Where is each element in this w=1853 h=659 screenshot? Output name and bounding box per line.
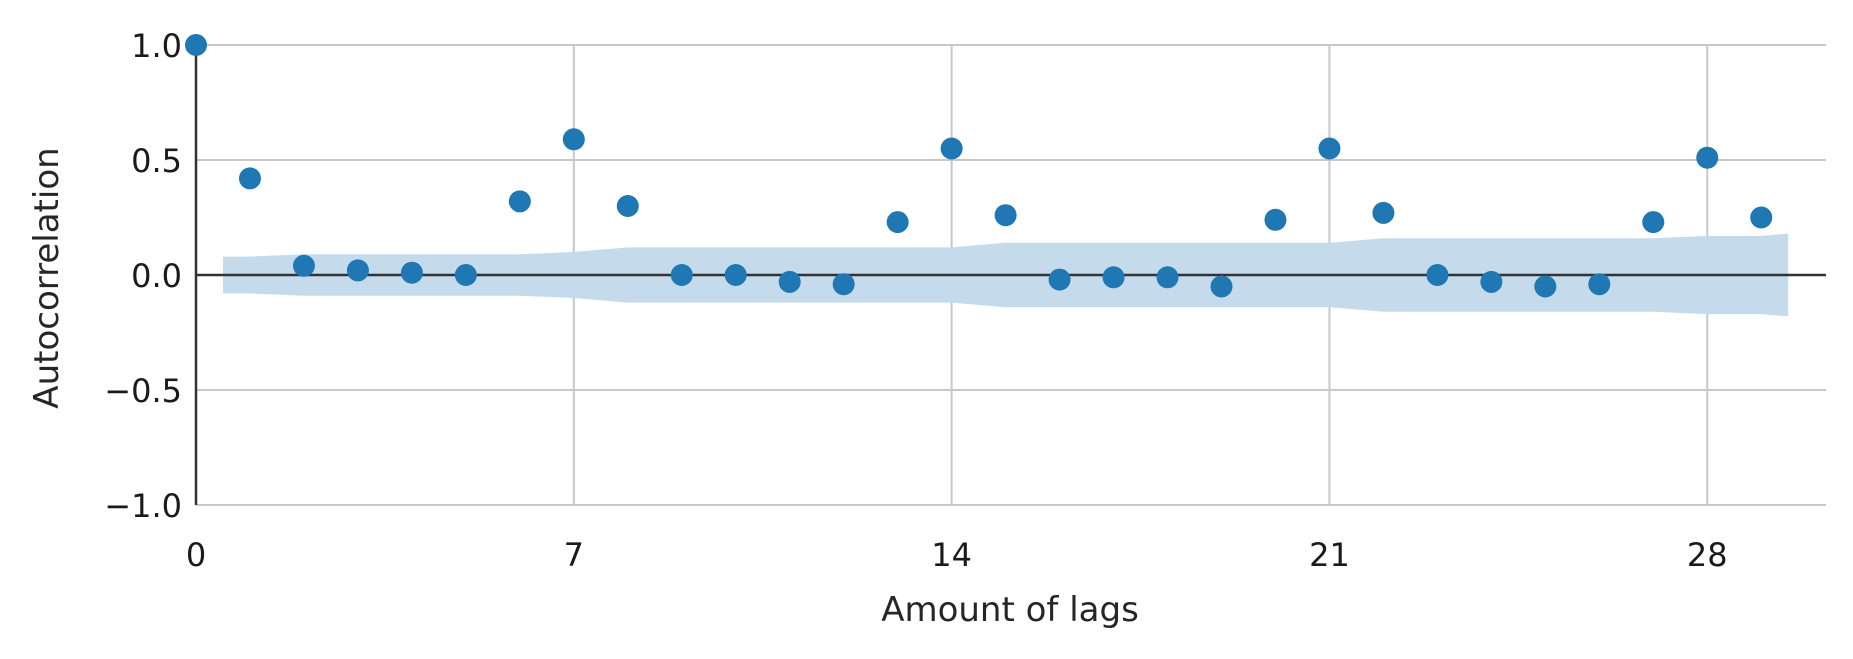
acf-point-lag-12 — [832, 273, 855, 296]
acf-point-lag-28 — [1696, 146, 1719, 169]
x-tick-label-2: 14 — [931, 536, 972, 574]
data-points — [185, 34, 1773, 298]
acf-point-lag-5 — [454, 264, 477, 286]
acf-point-lag-8 — [616, 195, 639, 217]
acf-point-lag-11 — [778, 270, 801, 293]
acf-point-lag-17 — [1102, 266, 1125, 289]
y-tick-label-1: −0.5 — [104, 372, 182, 410]
acf-point-lag-10 — [724, 264, 747, 286]
acf-point-lag-18 — [1156, 266, 1179, 289]
y-tick-label-2: 0.0 — [131, 257, 182, 295]
acf-point-lag-19 — [1210, 275, 1233, 298]
acf-point-lag-23 — [1426, 264, 1449, 286]
x-tick-label-0: 0 — [186, 536, 206, 574]
acf-point-lag-0 — [185, 34, 207, 56]
acf-point-lag-2 — [292, 254, 315, 277]
y-axis-title: Autocorrelation — [27, 147, 67, 408]
x-tick-label-4: 28 — [1687, 536, 1728, 574]
tick-labels: −1.0 −0.5 0.0 0.5 1.0 0 7 14 21 28 — [104, 27, 1727, 574]
acf-point-lag-22 — [1372, 201, 1395, 224]
y-tick-label-4: 1.0 — [131, 27, 182, 65]
x-tick-label-3: 21 — [1309, 536, 1350, 574]
acf-point-lag-20 — [1264, 208, 1287, 231]
acf-point-lag-6 — [508, 190, 531, 213]
x-axis-title: Amount of lags — [881, 590, 1139, 630]
acf-point-lag-16 — [1048, 268, 1071, 291]
axes — [194, 45, 1826, 505]
acf-point-lag-21 — [1318, 137, 1341, 160]
acf-point-lag-15 — [994, 204, 1017, 227]
acf-point-lag-29 — [1750, 206, 1773, 229]
x-tick-label-1: 7 — [564, 536, 584, 574]
acf-point-lag-26 — [1588, 273, 1611, 296]
acf-point-lag-3 — [346, 259, 369, 282]
acf-point-lag-4 — [400, 261, 423, 284]
acf-point-lag-1 — [238, 167, 261, 190]
y-tick-label-3: 0.5 — [131, 142, 182, 180]
acf-point-lag-24 — [1480, 270, 1503, 293]
acf-point-lag-9 — [670, 264, 693, 286]
acf-point-lag-25 — [1534, 275, 1557, 298]
acf-point-lag-7 — [562, 128, 585, 151]
acf-point-lag-14 — [940, 137, 963, 160]
y-tick-label-0: −1.0 — [104, 487, 182, 525]
acf-point-lag-27 — [1642, 211, 1665, 234]
acf-point-lag-13 — [886, 211, 909, 234]
